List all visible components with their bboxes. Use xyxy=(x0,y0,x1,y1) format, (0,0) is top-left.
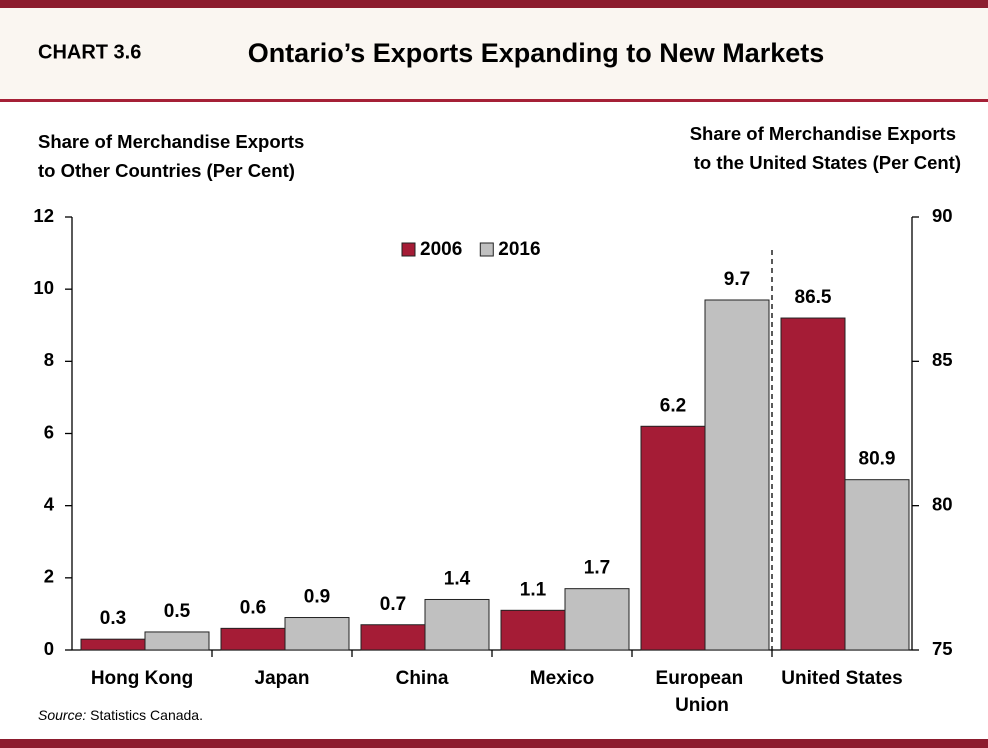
header-rule xyxy=(0,99,988,102)
source: Source: Statistics Canada. xyxy=(38,707,203,723)
value-label: 1.1 xyxy=(520,579,547,600)
legend-swatch xyxy=(479,242,494,257)
y-tick-label: 4 xyxy=(44,494,55,515)
label-line: Union xyxy=(675,695,729,716)
bar xyxy=(780,317,846,651)
y-tick-label: 8 xyxy=(44,349,54,370)
y2-tick-label: 90 xyxy=(932,205,953,226)
source-text: Statistics Canada. xyxy=(90,707,203,723)
x-tick-label: European Union xyxy=(656,668,749,716)
bar xyxy=(360,624,426,651)
bar xyxy=(500,609,566,651)
y-tick-label: 0 xyxy=(44,638,54,659)
value-label: 86.5 xyxy=(795,287,832,308)
bottom-rule xyxy=(0,739,988,748)
value-label: 6.2 xyxy=(660,395,686,416)
y-tick-label: 6 xyxy=(44,421,54,442)
y-tick-label: 10 xyxy=(33,277,54,298)
x-tick-label: Hong Kong xyxy=(91,668,193,689)
value-label: 0.6 xyxy=(240,597,266,618)
bar xyxy=(284,617,350,651)
bar xyxy=(220,627,286,651)
label-line: European xyxy=(656,668,749,689)
y2-axis-title-line: to the United States (Per Cent) xyxy=(694,152,961,173)
y2-tick-label: 85 xyxy=(932,349,953,370)
x-tick-label: China xyxy=(396,668,449,689)
value-label: 0.3 xyxy=(100,608,126,629)
value-label: 1.4 xyxy=(444,568,471,589)
bar xyxy=(704,299,770,651)
value-label: 1.7 xyxy=(584,558,610,579)
y-axis-title-line: Share of Merchandise Exports xyxy=(38,131,304,152)
legend-label: 2016 xyxy=(498,239,540,260)
x-tick-label: Japan xyxy=(255,668,310,689)
bar xyxy=(564,588,630,651)
y2-axis-title-line: Share of Merchandise Exports xyxy=(690,123,956,144)
bar xyxy=(844,479,910,651)
source-label: Source: xyxy=(38,707,86,723)
chart-title: Ontario’s Exports Expanding to New Marke… xyxy=(248,38,825,68)
value-label: 0.9 xyxy=(304,587,330,608)
bar xyxy=(144,631,210,651)
y-tick-label: 12 xyxy=(33,205,54,226)
y-tick-label: 2 xyxy=(44,566,54,587)
header-band xyxy=(0,0,988,100)
legend-label: 2006 xyxy=(420,239,462,260)
value-label: 80.9 xyxy=(859,449,896,470)
bar xyxy=(424,598,490,651)
value-label: 0.5 xyxy=(164,601,191,622)
top-rule xyxy=(0,0,988,8)
value-label: 0.7 xyxy=(380,594,406,615)
legend-swatch xyxy=(401,242,416,257)
y-axis-title-line: to Other Countries (Per Cent) xyxy=(38,160,295,181)
x-tick-label: Mexico xyxy=(530,668,594,689)
bar xyxy=(640,425,706,651)
x-tick-label: United States xyxy=(781,668,902,689)
chart-number: CHART 3.6 xyxy=(38,41,141,63)
y2-tick-label: 80 xyxy=(932,494,953,515)
value-label: 9.7 xyxy=(724,269,750,290)
y2-tick-label: 75 xyxy=(932,638,953,659)
bar xyxy=(80,638,146,651)
